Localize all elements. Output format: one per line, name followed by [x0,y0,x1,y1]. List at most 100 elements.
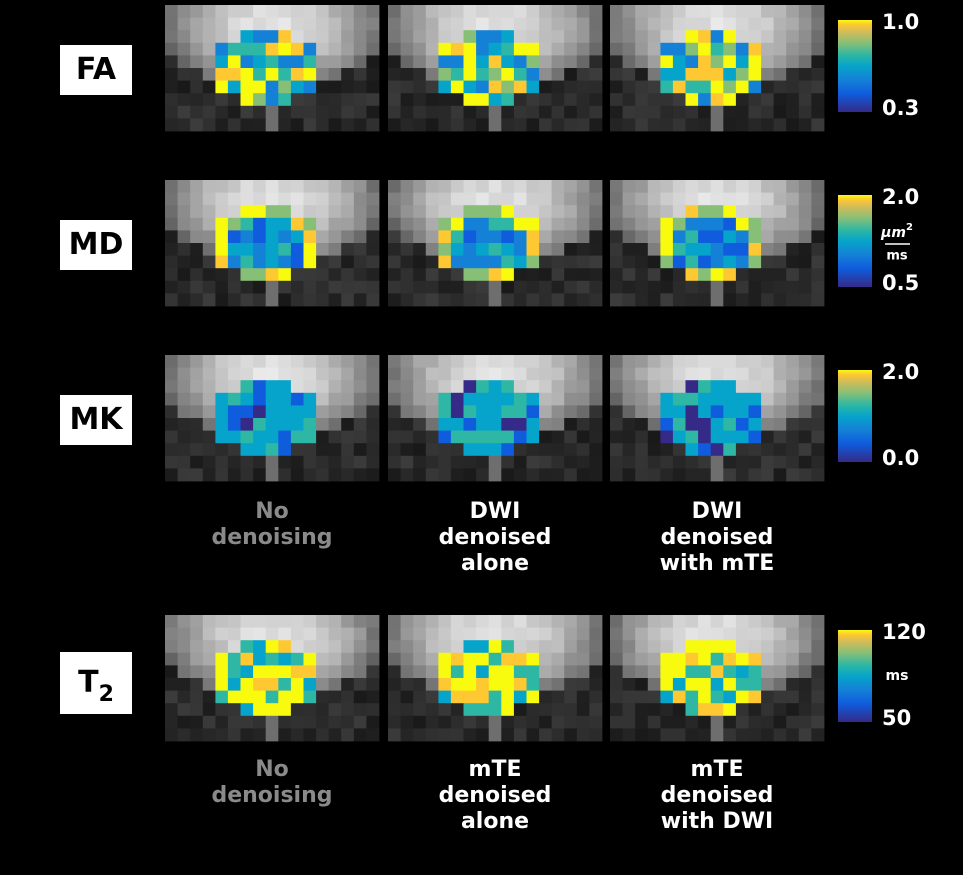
pixel [165,728,178,742]
pixel [450,367,464,381]
pixel [463,468,477,482]
image-panel [165,355,380,482]
pixel [341,728,355,742]
pixel [202,30,216,44]
pixel [177,640,191,654]
pixel [551,703,565,717]
pixel [400,42,414,56]
pixel [551,280,565,294]
pixel [811,192,825,206]
pixel [589,455,603,469]
pixel [425,55,439,69]
pixel [265,268,279,282]
pixel [253,418,267,431]
pixel [811,652,825,666]
pixel [698,68,712,81]
pixel [610,380,623,394]
pixel [488,118,502,132]
pixel [438,392,452,406]
colorbar-min: 50 [882,706,911,730]
pixel [685,443,699,457]
pixel [341,243,355,256]
pixel [290,728,304,742]
pixel [400,728,414,742]
pixel [798,367,812,381]
pixel [685,180,699,193]
pixel [672,690,686,704]
pixel [513,690,527,704]
pixel [278,405,292,419]
pixel [366,665,380,679]
pixel [290,293,304,307]
pixel [202,380,216,394]
pixel [723,380,737,394]
pixel [353,640,367,654]
pixel [539,42,553,56]
pixel [539,230,553,244]
column-caption: denoised [661,525,774,550]
pixel [610,455,623,469]
pixel [328,280,342,294]
pixel [723,615,737,628]
pixel [723,703,737,717]
pixel [190,392,204,406]
pixel [576,355,590,368]
pixel [316,30,330,44]
pixel [622,205,636,219]
pixel [576,80,590,94]
pixel [400,380,414,394]
pixel [366,715,380,729]
pixel [328,640,342,654]
pixel [811,205,825,219]
pixel [501,690,515,704]
pixel [660,652,674,666]
pixel [463,703,477,717]
pixel [622,443,636,457]
pixel [278,293,292,307]
pixel [773,380,787,394]
pixel [425,93,439,107]
pixel [786,468,800,482]
pixel [811,405,825,419]
pixel [438,367,452,381]
pixel [710,392,724,406]
pixel [761,293,775,307]
pixel [290,255,304,269]
row-label-box [60,395,132,445]
pixel [328,105,342,119]
pixel [463,455,477,469]
pixel [165,105,178,119]
pixel [723,367,737,381]
pixel [576,105,590,119]
pixel [576,455,590,469]
pixel [635,418,649,431]
pixel [227,678,241,691]
pixel [748,690,762,704]
pixel [227,615,241,628]
pixel [622,665,636,679]
pixel [761,5,775,18]
row-label: MK [69,402,124,437]
pixel [215,42,229,56]
pixel [710,355,724,368]
pixel [476,55,490,69]
pixel [165,5,178,18]
pixel [672,418,686,431]
image-panel [388,355,603,482]
pixel [215,355,229,368]
pixel [353,665,367,679]
pixel [672,180,686,193]
pixel [710,640,724,654]
pixel [328,30,342,44]
pixel [660,640,674,654]
pixel [564,93,578,107]
pixel [353,180,367,193]
pixel [278,42,292,56]
pixel [438,30,452,44]
pixel [660,255,674,269]
pixel [316,703,330,717]
pixel [786,192,800,206]
pixel [761,430,775,444]
pixel [539,55,553,69]
pixel [341,280,355,294]
